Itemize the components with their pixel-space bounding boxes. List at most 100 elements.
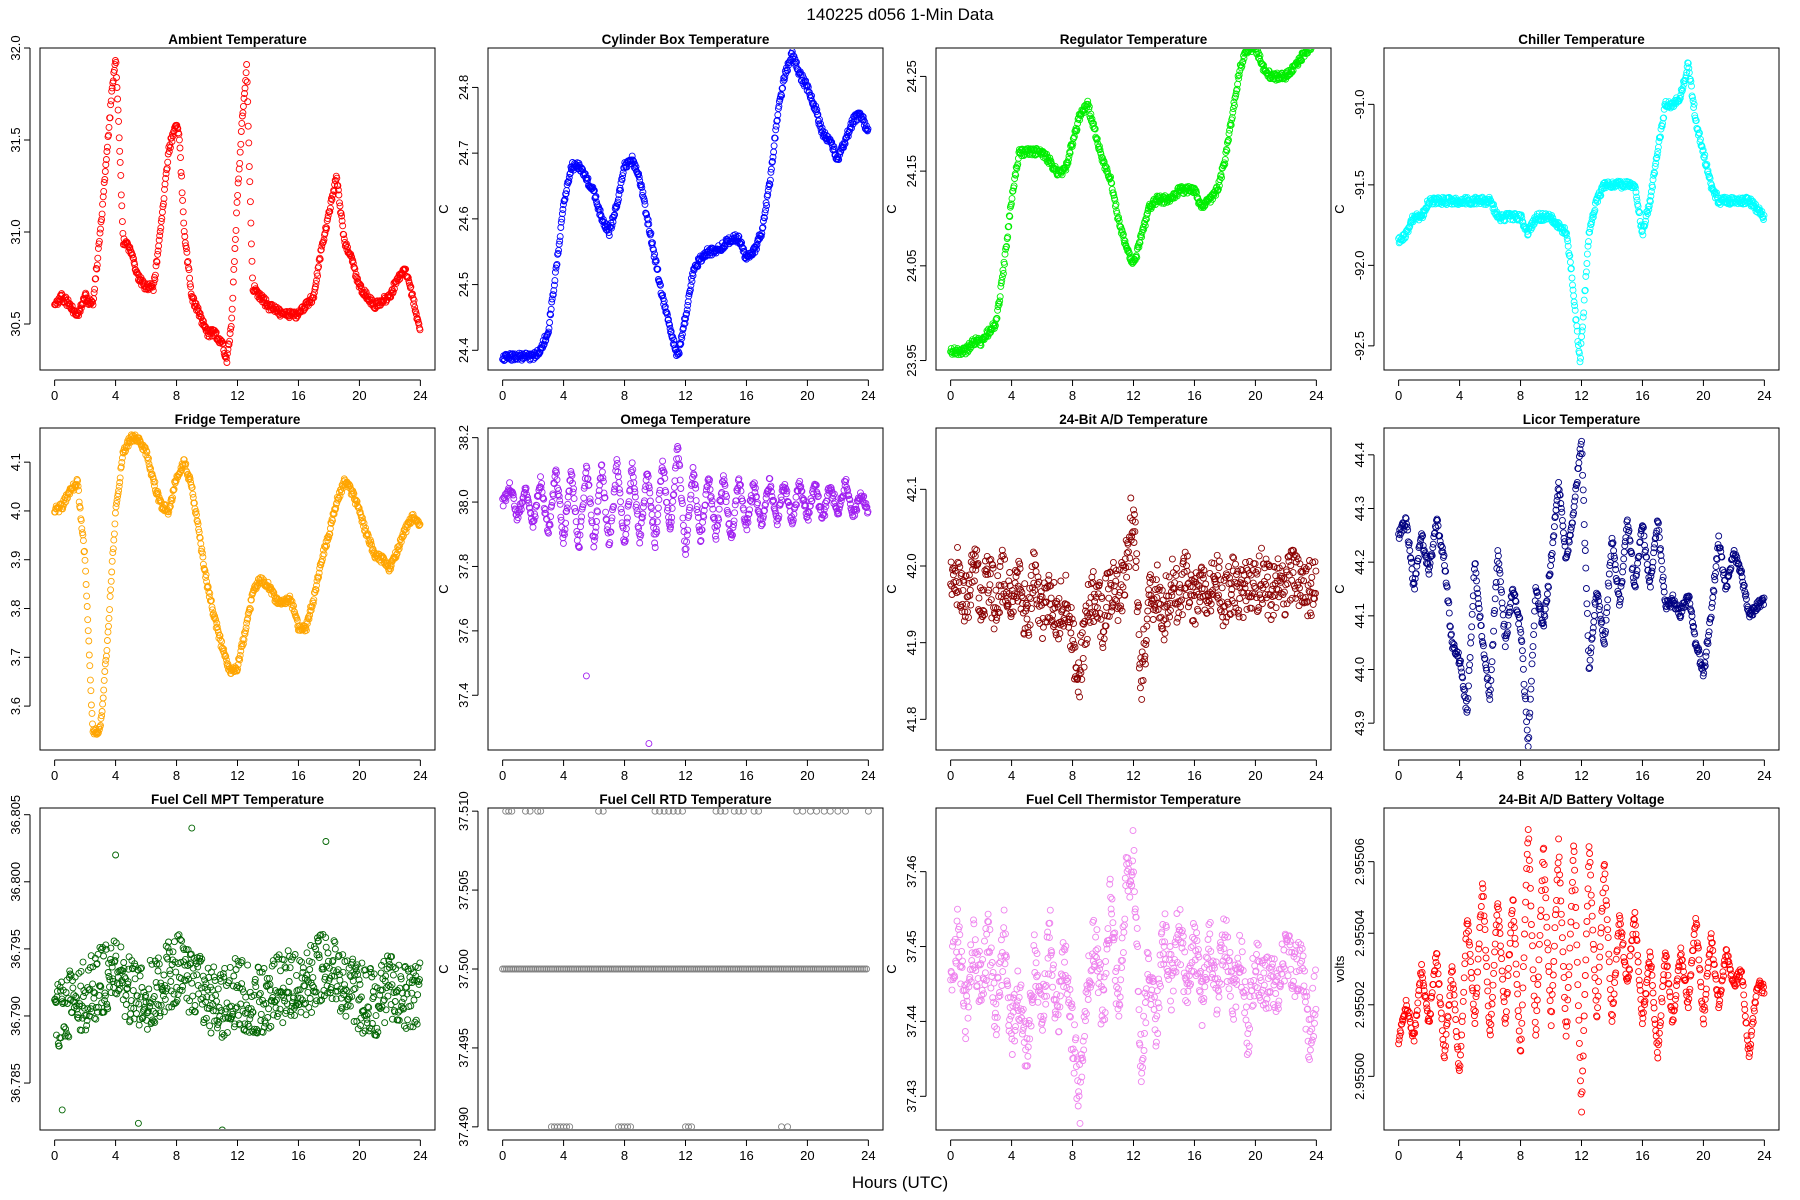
data-point — [177, 169, 185, 176]
data-point — [752, 242, 760, 250]
data-point — [635, 170, 643, 178]
data-point — [861, 118, 869, 126]
data-point — [105, 123, 113, 131]
data-point — [156, 228, 164, 235]
data-point — [1234, 567, 1242, 575]
data-point — [738, 239, 746, 247]
data-point — [225, 341, 233, 349]
data-point — [647, 229, 655, 237]
data-point — [1167, 606, 1174, 614]
data-point — [1639, 231, 1647, 239]
data-point — [97, 225, 104, 233]
data-point — [646, 489, 654, 497]
data-point — [623, 518, 631, 526]
data-point — [410, 296, 418, 304]
data-point — [209, 606, 216, 614]
data-point — [557, 224, 565, 231]
y-axis: 3.63.73.83.94.04.1 — [8, 453, 31, 715]
data-point — [712, 535, 720, 543]
panels-container: Ambient TemperatureC0481216202430.531.03… — [0, 32, 1780, 1163]
data-point — [719, 472, 727, 480]
data-point — [1222, 618, 1230, 626]
data-point — [551, 268, 559, 276]
data-point — [1215, 564, 1223, 572]
data-point — [594, 508, 602, 516]
data-point — [1130, 539, 1138, 546]
data-point — [805, 509, 813, 517]
data-point — [1012, 171, 1020, 179]
data-point — [1006, 569, 1014, 576]
data-point — [1109, 558, 1117, 566]
data-point — [1177, 603, 1185, 611]
data-point — [223, 359, 231, 366]
data-point — [689, 464, 697, 471]
data-point — [1113, 570, 1121, 578]
y-tick-label: 24.7 — [456, 140, 471, 165]
data-point — [773, 116, 781, 124]
data-point — [168, 497, 176, 504]
data-point — [525, 499, 533, 507]
y-axis-label: C — [436, 204, 451, 213]
data-point — [689, 474, 696, 481]
data-point — [1157, 622, 1165, 630]
data-point — [618, 509, 626, 516]
data-point — [651, 539, 659, 547]
data-point — [578, 165, 586, 173]
data-point — [152, 262, 160, 270]
data-point — [1003, 603, 1011, 611]
data-point — [980, 607, 988, 615]
data-point — [1586, 225, 1594, 233]
data-point — [951, 564, 959, 572]
data-point — [108, 87, 116, 95]
data-point — [1072, 124, 1080, 132]
data-point — [814, 492, 822, 500]
data-point — [1030, 550, 1038, 558]
data-point — [615, 485, 623, 493]
data-point — [166, 141, 174, 149]
data-point — [643, 211, 651, 219]
data-point — [556, 237, 564, 245]
data-point — [337, 209, 344, 217]
data-point — [780, 76, 788, 84]
data-point — [205, 593, 213, 601]
data-point — [1131, 518, 1139, 526]
data-point — [993, 314, 1001, 322]
data-point — [673, 446, 681, 454]
data-point — [245, 139, 253, 147]
x-tick-label: 12 — [678, 768, 692, 783]
data-point — [1234, 609, 1242, 617]
data-point — [843, 133, 851, 141]
data-point — [104, 628, 112, 636]
data-point — [229, 278, 237, 286]
data-point — [706, 486, 714, 493]
data-point — [744, 518, 752, 526]
data-point — [808, 92, 815, 100]
data-point — [110, 530, 118, 538]
data-point — [547, 305, 555, 313]
data-point — [1186, 599, 1194, 607]
data-point — [1584, 242, 1592, 250]
data-point — [845, 492, 853, 500]
data-point — [701, 501, 709, 509]
data-point — [618, 519, 626, 527]
data-point — [593, 518, 600, 525]
data-point — [179, 208, 187, 216]
data-point — [777, 500, 784, 507]
data-point — [1698, 143, 1706, 151]
data-point — [510, 495, 518, 502]
data-point — [1191, 620, 1199, 628]
data-point — [394, 543, 402, 551]
data-point — [1128, 532, 1136, 540]
plot-frame — [1383, 47, 1780, 371]
data-point — [206, 589, 214, 597]
data-point — [572, 518, 580, 526]
data-point — [676, 462, 684, 469]
data-point — [684, 526, 692, 534]
data-point — [141, 444, 149, 452]
data-point — [180, 227, 188, 235]
data-point — [1114, 617, 1122, 625]
x-tick-label: 20 — [352, 388, 366, 403]
data-point — [1107, 581, 1115, 589]
y-tick-label: 38.2 — [456, 425, 471, 450]
data-point — [639, 188, 647, 196]
